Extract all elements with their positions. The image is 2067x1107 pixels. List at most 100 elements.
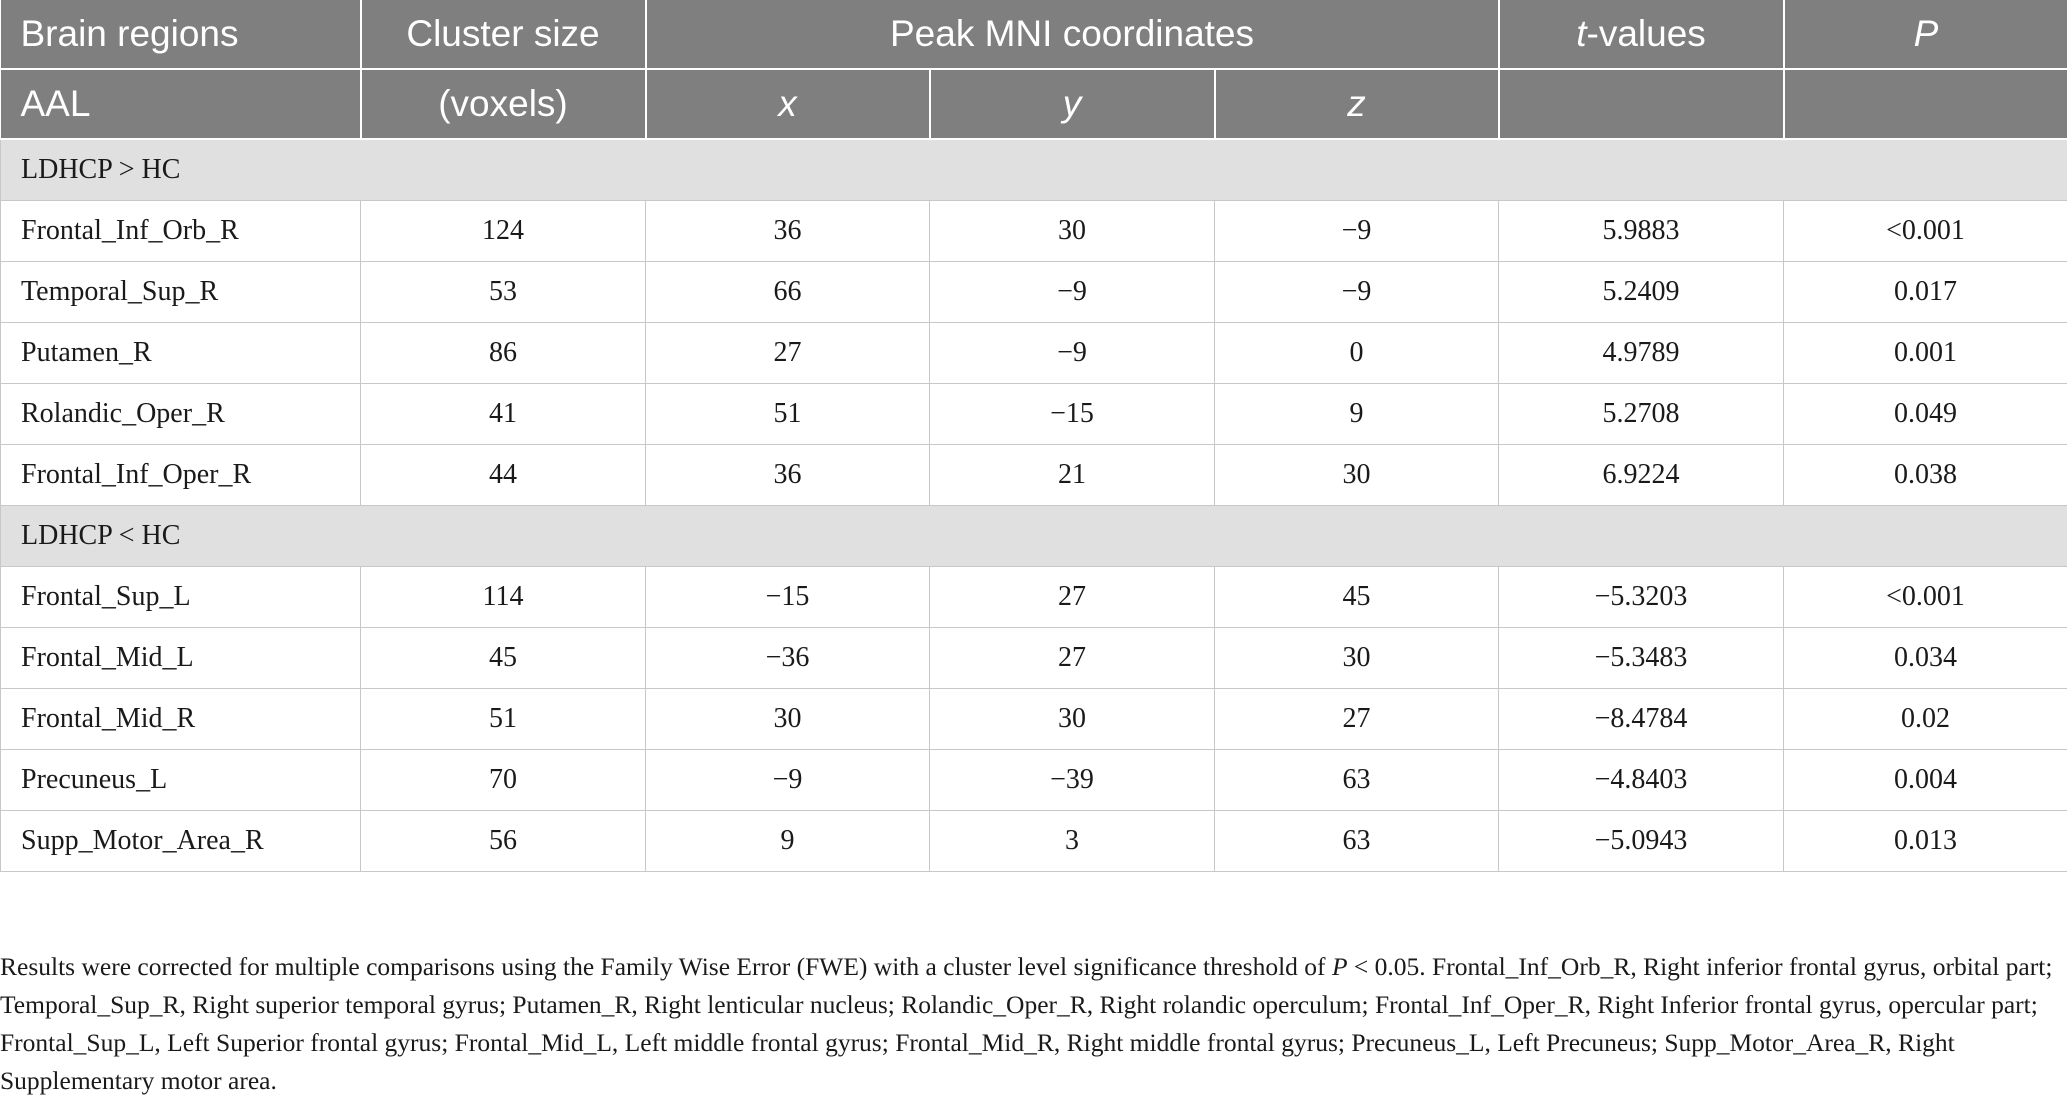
cell-region: Frontal_Inf_Orb_R [0,200,361,262]
table-header: Brain regions Cluster size Peak MNI coor… [0,0,2067,140]
table-row: Frontal_Mid_R 51 30 30 27 −8.4784 0.02 [0,688,2067,750]
cell-y: −9 [929,261,1215,323]
cell-region: Precuneus_L [0,749,361,811]
section-label: LDHCP > HC [0,138,2067,201]
results-table: Brain regions Cluster size Peak MNI coor… [0,0,2067,872]
cell-region: Frontal_Inf_Oper_R [0,444,361,506]
cell-cluster: 41 [360,383,646,445]
cell-region: Supp_Motor_Area_R [0,810,361,872]
table-row: Frontal_Inf_Orb_R 124 36 30 −9 5.9883 <0.001 [0,200,2067,262]
cell-cluster: 45 [360,627,646,689]
header-y: y [929,69,1216,140]
cell-y: −39 [929,749,1215,811]
footnote-p-italic: P [1331,952,1348,981]
cell-y: −15 [929,383,1215,445]
header-row-2: AAL (voxels) x y z [0,69,2067,140]
header-t-blank [1498,69,1785,140]
cell-region: Frontal_Mid_L [0,627,361,689]
header-t-values: t-values [1498,0,1785,70]
header-peak-mni: Peak MNI coordinates [645,0,1500,70]
cell-p: 0.034 [1783,627,2067,689]
cell-cluster: 70 [360,749,646,811]
cell-y: 21 [929,444,1215,506]
header-voxels: (voxels) [360,69,647,140]
table-row: Precuneus_L 70 −9 −39 63 −4.8403 0.004 [0,749,2067,811]
header-p-blank [1783,69,2067,140]
header-z: z [1214,69,1500,140]
cell-x: −36 [645,627,930,689]
cell-z: −9 [1213,200,1500,262]
cell-cluster: 44 [360,444,646,506]
cell-z: 30 [1213,444,1500,506]
cell-z: 45 [1213,566,1500,628]
cell-x: 9 [645,810,930,872]
header-x: x [645,69,931,140]
cell-cluster: 56 [360,810,646,872]
header-t-italic: t [1576,13,1587,54]
cell-t: 5.2409 [1498,261,1785,323]
cell-t: 4.9789 [1498,322,1785,384]
cell-p: 0.004 [1783,749,2067,811]
header-aal: AAL [0,69,362,140]
cell-p: 0.001 [1783,322,2067,384]
cell-y: 3 [929,810,1215,872]
cell-x: 66 [645,261,930,323]
cell-t: 5.9883 [1498,200,1785,262]
table-row: Frontal_Sup_L 114 −15 27 45 −5.3203 <0.001 [0,566,2067,628]
cell-t: 5.2708 [1498,383,1785,445]
cell-z: 63 [1213,749,1500,811]
cell-x: 36 [645,200,930,262]
cell-cluster: 114 [360,566,646,628]
cell-p: 0.02 [1783,688,2067,750]
cell-z: −9 [1213,261,1500,323]
cell-x: −9 [645,749,930,811]
section-header-row: LDHCP < HC [0,505,2067,567]
table-row: Temporal_Sup_R 53 66 −9 −9 5.2409 0.017 [0,261,2067,323]
cell-z: 30 [1213,627,1500,689]
cell-y: 30 [929,200,1215,262]
cell-p: <0.001 [1783,200,2067,262]
cell-cluster: 53 [360,261,646,323]
section-label: LDHCP < HC [0,505,2067,567]
cell-region: Rolandic_Oper_R [0,383,361,445]
cell-z: 27 [1213,688,1500,750]
cell-region: Temporal_Sup_R [0,261,361,323]
cell-x: 27 [645,322,930,384]
cell-p: 0.013 [1783,810,2067,872]
footnote-text-1: Results were corrected for multiple comp… [0,952,1332,981]
cell-region: Frontal_Sup_L [0,566,361,628]
table-footnote: Results were corrected for multiple comp… [0,948,2060,1100]
cell-y: −9 [929,322,1215,384]
table-row: Supp_Motor_Area_R 56 9 3 63 −5.0943 0.013 [0,810,2067,872]
cell-t: 6.9224 [1498,444,1785,506]
footnote-text-2: < 0.05. Frontal_Inf_Orb_R, Right inferio… [0,952,2053,1095]
cell-x: −15 [645,566,930,628]
header-cluster-size: Cluster size [360,0,647,70]
cell-t: −5.3483 [1498,627,1785,689]
cell-t: −5.3203 [1498,566,1785,628]
cell-cluster: 86 [360,322,646,384]
cell-t: −5.0943 [1498,810,1785,872]
header-t-suffix: -values [1586,13,1706,54]
cell-t: −4.8403 [1498,749,1785,811]
table-row: Putamen_R 86 27 −9 0 4.9789 0.001 [0,322,2067,384]
cell-cluster: 51 [360,688,646,750]
table-row: Frontal_Inf_Oper_R 44 36 21 30 6.9224 0.038 [0,444,2067,506]
cell-x: 36 [645,444,930,506]
cell-y: 27 [929,627,1215,689]
header-brain-regions: Brain regions [0,0,362,70]
cell-z: 0 [1213,322,1500,384]
cell-y: 27 [929,566,1215,628]
table-body: LDHCP > HC Frontal_Inf_Orb_R 124 36 30 −9 5.98… [0,138,2067,872]
header-row-1: Brain regions Cluster size Peak MNI coor… [0,0,2067,70]
cell-t: −8.4784 [1498,688,1785,750]
cell-p: <0.001 [1783,566,2067,628]
table-row: Frontal_Mid_L 45 −36 27 30 −5.3483 0.034 [0,627,2067,689]
cell-x: 30 [645,688,930,750]
cell-cluster: 124 [360,200,646,262]
cell-x: 51 [645,383,930,445]
cell-region: Frontal_Mid_R [0,688,361,750]
cell-p: 0.049 [1783,383,2067,445]
cell-p: 0.038 [1783,444,2067,506]
table-row: Rolandic_Oper_R 41 51 −15 9 5.2708 0.049 [0,383,2067,445]
